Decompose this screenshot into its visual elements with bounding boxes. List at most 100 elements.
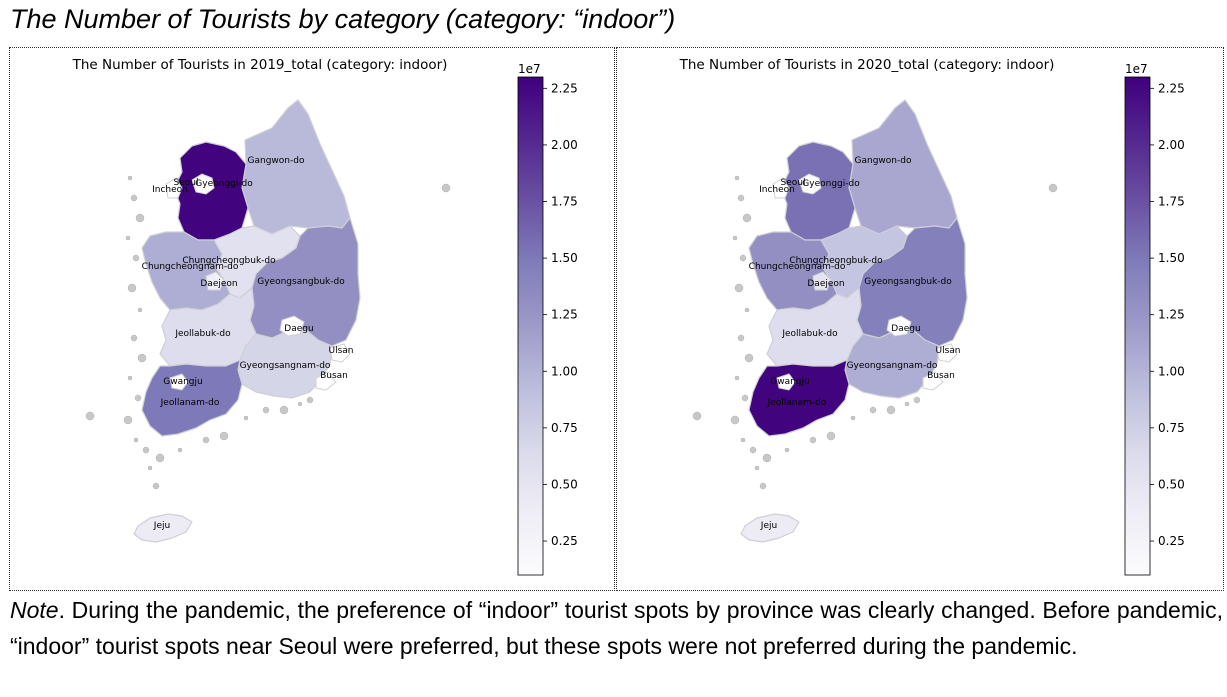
y2020-label-jeju: Jeju xyxy=(760,521,777,531)
y2020-label-gangwon-do: Gangwon-do xyxy=(855,156,912,166)
y2020-island-speck xyxy=(737,194,745,202)
y2020-label-gwangju: Gwangju xyxy=(770,377,809,387)
map-2019: The Number of Tourists in 2019_total (ca… xyxy=(72,57,578,576)
y2020-city-busan xyxy=(922,371,944,391)
y2019-provinces xyxy=(133,99,361,543)
y2019-island-speck xyxy=(130,194,138,202)
y2019-colorbar-tick-label: 2.00 xyxy=(551,138,578,152)
y2019-colorbar-tick-label: 1.00 xyxy=(551,364,578,378)
y2019-island-speck xyxy=(134,394,142,402)
y2019-island-speck xyxy=(155,453,165,463)
y2020-island-speck xyxy=(754,465,760,471)
y2019-map-title: The Number of Tourists in 2019_total (ca… xyxy=(72,57,448,73)
y2020-map-title: The Number of Tourists in 2020_total (ca… xyxy=(679,57,1055,73)
y2019-island-speck xyxy=(135,213,145,223)
y2020-island-speck xyxy=(1048,183,1058,193)
map-panel-2020: The Number of Tourists in 2020_total (ca… xyxy=(616,47,1224,591)
y2020-island-speck xyxy=(784,447,790,453)
y2019-island-speck xyxy=(123,415,133,425)
y2020-label-jeollanam-do: Jeollanam-do xyxy=(767,398,827,408)
y2020-label-ulsan: Ulsan xyxy=(936,346,961,356)
y2020-label-seoul: Seoul xyxy=(781,178,806,188)
y2019-colorbar-tick-label: 1.50 xyxy=(551,251,578,265)
y2020-island-speck xyxy=(913,396,921,404)
y2019-city-daegu xyxy=(279,315,305,337)
y2019-city-incheon xyxy=(165,177,183,199)
y2020-label-gyeonggi-do: Gyeonggi-do xyxy=(802,179,860,189)
y2020-colorbar-exponent: 1e7 xyxy=(1125,62,1148,76)
y2020-island-speck xyxy=(692,411,702,421)
y2019-label-gangwon-do: Gangwon-do xyxy=(248,156,305,166)
y2019-island-speck xyxy=(279,405,289,415)
y2020-region-jeju xyxy=(740,513,800,543)
y2020-city-ulsan xyxy=(936,343,958,363)
y2019-island-speck xyxy=(219,431,229,441)
y2019-label-daegu: Daegu xyxy=(284,324,313,334)
y2019-region-jeollanam-do xyxy=(141,359,243,437)
y2019-label-chungcheongbuk-do: Chungcheongbuk-do xyxy=(182,256,276,266)
y2019-island-speck xyxy=(147,465,153,471)
y2020-city-daegu xyxy=(886,315,912,337)
y2019-label-gwangju: Gwangju xyxy=(163,377,202,387)
y2019-colorbar-tick-label: 2.25 xyxy=(551,81,578,95)
y2019-label-gyeongsangnam-do: Gyeongsangnam-do xyxy=(240,361,331,371)
y2019-island-speck xyxy=(85,411,95,421)
y2019-island-speck xyxy=(243,415,249,421)
figure-note: Note. During the pandemic, the preferenc… xyxy=(10,592,1223,664)
y2020-island-speck xyxy=(826,431,836,441)
y2020-island-speck xyxy=(732,235,738,241)
y2020-island-speck xyxy=(742,213,752,223)
y2020-island-speck xyxy=(730,415,740,425)
y2019-colorbar-tick-label: 0.75 xyxy=(551,421,578,435)
y2019-island-speck xyxy=(127,375,133,381)
y2020-island-speck xyxy=(749,446,757,454)
note-label: Note xyxy=(10,597,59,623)
y2020-city-incheon xyxy=(772,177,790,199)
y2020-island-speck xyxy=(850,415,856,421)
y2019-label-busan: Busan xyxy=(320,371,348,381)
y2020-island-speck xyxy=(737,334,745,342)
figure-title: The Number of Tourists by category (cate… xyxy=(10,4,676,34)
y2020-region-gangwon-do xyxy=(848,99,958,235)
y2019-island-speck xyxy=(262,406,270,414)
y2020-island-speck xyxy=(741,394,749,402)
y2020-colorbar-tick-label: 0.75 xyxy=(1158,421,1185,435)
y2019-label-seoul: Seoul xyxy=(174,178,199,188)
y2020-region-jeollanam-do xyxy=(748,359,850,437)
y2019-city-gwangju xyxy=(169,373,189,391)
y2020-label-chungcheongbuk-do: Chungcheongbuk-do xyxy=(789,256,883,266)
y2019-island-speck xyxy=(137,353,147,363)
y2020-label-gyeongsangnam-do: Gyeongsangnam-do xyxy=(847,361,938,371)
y2020-colorbar-tick-label: 2.00 xyxy=(1158,138,1185,152)
y2020-island-speck xyxy=(759,482,767,490)
y2019-label-chungcheongnam-do: Chungcheongnam-do xyxy=(142,262,239,272)
y2020-island-speck xyxy=(740,437,746,443)
y2019-label-daejeon: Daejeon xyxy=(200,279,237,289)
y2020-colorbar xyxy=(1124,76,1151,576)
y2019-label-ulsan: Ulsan xyxy=(329,346,354,356)
y2020-city-seoul xyxy=(798,173,822,195)
y2020-coastal-islands xyxy=(692,175,1058,490)
y2019-island-speck xyxy=(202,436,210,444)
y2020-label-chungcheongnam-do: Chungcheongnam-do xyxy=(749,262,846,272)
note-text: . During the pandemic, the preference of… xyxy=(10,597,1223,659)
y2019-island-speck xyxy=(137,307,143,313)
y2019-island-speck xyxy=(297,401,303,407)
y2019-island-speck xyxy=(130,334,138,342)
y2020-label-busan: Busan xyxy=(927,371,955,381)
y2019-island-speck xyxy=(125,235,131,241)
map-2020: The Number of Tourists in 2020_total (ca… xyxy=(679,57,1185,576)
y2020-colorbar-tick-label: 1.00 xyxy=(1158,364,1185,378)
y2019-region-gangwon-do xyxy=(241,99,351,235)
y2020-island-speck xyxy=(886,405,896,415)
y2019-island-speck xyxy=(142,446,150,454)
y2019-label-jeju: Jeju xyxy=(153,521,170,531)
y2020-island-speck xyxy=(762,453,772,463)
y2019-colorbar-tick-label: 1.75 xyxy=(551,195,578,209)
y2019-label-jeollanam-do: Jeollanam-do xyxy=(160,398,220,408)
y2020-island-speck xyxy=(739,254,747,262)
map-panel-2019: The Number of Tourists in 2019_total (ca… xyxy=(9,47,615,591)
y2020-label-daegu: Daegu xyxy=(891,324,920,334)
